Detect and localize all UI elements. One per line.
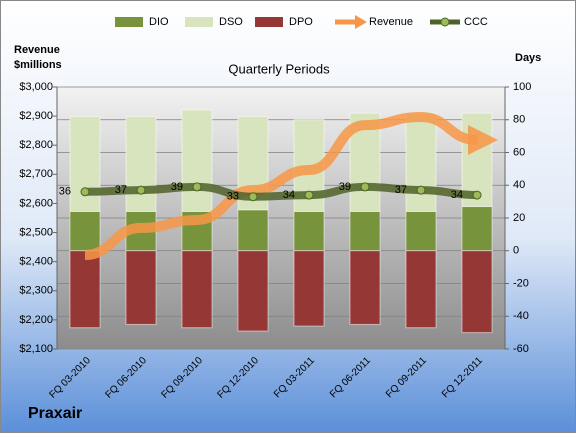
y-tick-label: $2,400	[19, 256, 53, 268]
legend-swatch	[115, 17, 143, 27]
y2-label: Days	[515, 52, 541, 64]
y-tick-label: $2,700	[19, 168, 53, 180]
data-label: 34	[283, 189, 295, 201]
y-tick-label: $2,300	[19, 285, 53, 297]
data-label: 34	[451, 189, 463, 201]
ccc-point	[360, 182, 370, 192]
y-tick-label: $2,900	[19, 110, 53, 122]
legend-swatch	[355, 15, 367, 29]
revenue-arrow	[84, 111, 498, 260]
legend-label: DSO	[219, 16, 243, 28]
data-label: 39	[339, 181, 351, 193]
bar	[69, 115, 101, 212]
chart-title: Quarterly Periods	[228, 61, 330, 76]
y2-tick-label: 40	[513, 179, 525, 191]
legend-swatch	[185, 17, 213, 27]
ccc-point	[248, 192, 258, 202]
y2-tick-label: 20	[513, 212, 525, 224]
y-label: $millions	[14, 59, 62, 71]
y-tick-label: $2,100	[19, 343, 53, 355]
ccc-point	[136, 185, 146, 195]
legend-label: DIO	[149, 16, 169, 28]
ccc-point	[80, 187, 90, 197]
bar	[69, 210, 101, 252]
ccc-point	[416, 185, 426, 195]
bar	[237, 250, 269, 332]
data-label: 37	[395, 184, 407, 196]
bar	[405, 210, 437, 252]
y-tick-label: $3,000	[19, 81, 53, 93]
bar	[349, 250, 381, 325]
y2-tick-label: 100	[513, 81, 531, 93]
legend-swatch	[440, 17, 450, 27]
bar	[237, 209, 269, 252]
bar	[181, 109, 213, 212]
ccc-point	[192, 182, 202, 192]
y-tick-label: $2,500	[19, 226, 53, 238]
bar	[69, 250, 101, 329]
bar	[293, 250, 325, 327]
bar	[349, 210, 381, 252]
y2-tick-label: 60	[513, 146, 525, 158]
legend-swatch	[255, 17, 283, 27]
bar	[181, 250, 213, 329]
y2-tick-label: 0	[513, 245, 519, 257]
y-tick-label: $2,800	[19, 139, 53, 151]
legend-label: DPO	[289, 16, 313, 28]
data-label: 39	[171, 181, 183, 193]
ccc-point	[304, 190, 314, 200]
data-label: 36	[59, 186, 71, 198]
ccc-point	[472, 190, 482, 200]
bar	[405, 112, 437, 212]
data-label: 37	[115, 184, 127, 196]
legend-label: Revenue	[369, 16, 413, 28]
y-tick-label: $2,600	[19, 197, 53, 209]
y2-tick-label: -60	[513, 343, 529, 355]
company: Praxair	[28, 405, 82, 422]
ccc-line	[84, 182, 478, 201]
bar	[125, 115, 157, 212]
y-label: Revenue	[14, 44, 60, 56]
bar	[461, 206, 493, 252]
bar	[461, 250, 493, 334]
bar	[405, 250, 437, 329]
y2-tick-label: -20	[513, 277, 529, 289]
y2-tick-label: 80	[513, 114, 525, 126]
legend-label: CCC	[464, 16, 488, 28]
bar	[125, 250, 157, 325]
y-tick-label: $2,200	[19, 314, 53, 326]
data-label: 33	[227, 191, 239, 203]
bar	[293, 210, 325, 252]
y2-tick-label: -40	[513, 310, 529, 322]
